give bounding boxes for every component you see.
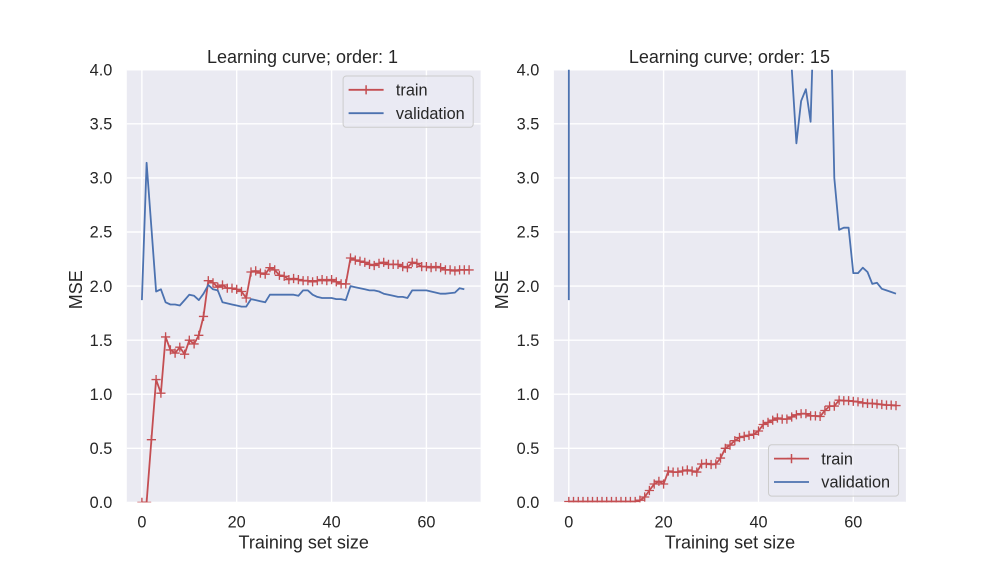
- svg-text:Learning curve; order: 15: Learning curve; order: 15: [629, 47, 830, 67]
- svg-text:0.0: 0.0: [90, 494, 113, 512]
- svg-text:Training set size: Training set size: [665, 533, 795, 553]
- svg-text:0.5: 0.5: [517, 440, 540, 458]
- svg-text:20: 20: [228, 514, 246, 532]
- svg-text:train: train: [396, 82, 428, 100]
- svg-text:60: 60: [844, 514, 862, 532]
- svg-text:4.0: 4.0: [90, 62, 113, 80]
- svg-text:0.5: 0.5: [90, 440, 113, 458]
- svg-text:2.5: 2.5: [90, 224, 113, 242]
- svg-text:1.0: 1.0: [517, 386, 540, 404]
- svg-text:40: 40: [323, 514, 341, 532]
- svg-text:3.5: 3.5: [90, 116, 113, 134]
- svg-text:2.0: 2.0: [90, 278, 113, 296]
- svg-text:0: 0: [564, 514, 573, 532]
- svg-text:Learning curve; order: 1: Learning curve; order: 1: [207, 47, 398, 67]
- svg-text:3.0: 3.0: [90, 170, 113, 188]
- svg-text:Training set size: Training set size: [239, 533, 369, 553]
- svg-text:0.0: 0.0: [517, 494, 540, 512]
- svg-text:60: 60: [417, 514, 435, 532]
- svg-text:train: train: [821, 450, 853, 468]
- svg-text:20: 20: [655, 514, 673, 532]
- svg-text:0: 0: [137, 514, 146, 532]
- svg-text:3.0: 3.0: [517, 170, 540, 188]
- svg-text:MSE: MSE: [66, 270, 86, 309]
- svg-text:3.5: 3.5: [517, 116, 540, 134]
- svg-text:1.5: 1.5: [517, 332, 540, 350]
- svg-text:4.0: 4.0: [517, 62, 540, 80]
- svg-text:validation: validation: [396, 105, 465, 123]
- svg-text:1.5: 1.5: [90, 332, 113, 350]
- svg-text:40: 40: [749, 514, 767, 532]
- svg-text:MSE: MSE: [492, 270, 512, 309]
- svg-text:2.5: 2.5: [517, 224, 540, 242]
- svg-text:validation: validation: [821, 474, 890, 492]
- svg-text:2.0: 2.0: [517, 278, 540, 296]
- svg-text:1.0: 1.0: [90, 386, 113, 404]
